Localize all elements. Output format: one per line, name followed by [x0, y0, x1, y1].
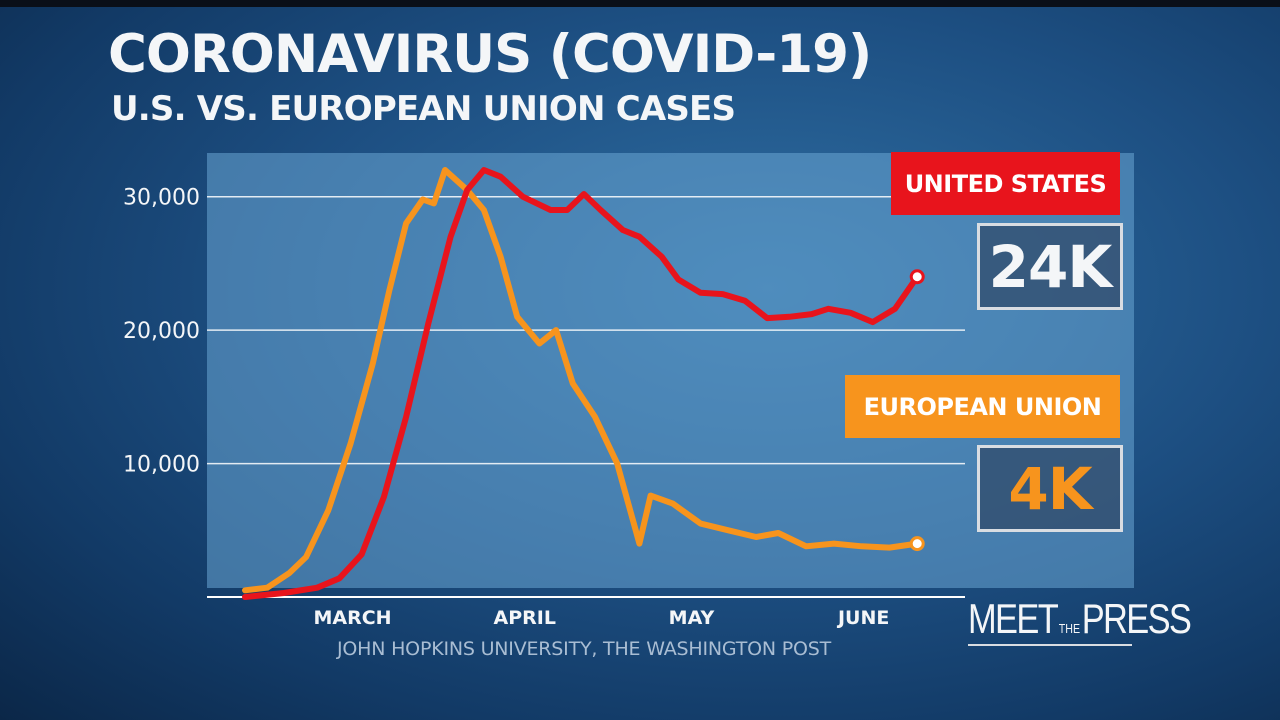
x-tick-label: APRIL	[494, 607, 556, 629]
x-tick-label: MAY	[669, 607, 715, 629]
source-credit: JOHN HOPKINS UNIVERSITY, THE WASHINGTON …	[337, 638, 832, 660]
series-line-european-union	[242, 167, 921, 594]
eu-current-value: 4K	[977, 445, 1123, 532]
series-lines	[242, 167, 925, 600]
us-current-value: 24K	[977, 223, 1123, 310]
meet-the-press-logo: MEET THE PRESS	[968, 594, 1192, 646]
logo-word-press: PRESS	[1081, 595, 1192, 642]
logo-word-the: THE	[1058, 621, 1081, 636]
chart-title: CORONAVIRUS (COVID-19)	[108, 24, 872, 85]
series-line-united-states	[242, 167, 921, 600]
y-axis-tick-labels: 10,000 20,000 30,000	[123, 186, 200, 478]
top-edge-bar	[0, 0, 1280, 7]
chart-subtitle: U.S. VS. EUROPEAN UNION CASES	[111, 89, 736, 129]
x-tick-label: MARCH	[314, 607, 392, 629]
y-tick-label: 10,000	[123, 453, 200, 478]
y-tick-label: 30,000	[123, 186, 200, 211]
logo-word-meet: MEET	[968, 595, 1059, 642]
x-axis-tick-labels: MARCH APRIL MAY JUNE	[314, 607, 890, 629]
x-tick-label: JUNE	[836, 607, 889, 629]
us-legend-label: UNITED STATES	[891, 152, 1120, 215]
series-end-marker	[909, 536, 925, 552]
series-end-marker	[909, 269, 925, 285]
eu-legend-label: EUROPEAN UNION	[845, 375, 1120, 438]
y-tick-label: 20,000	[123, 319, 200, 344]
